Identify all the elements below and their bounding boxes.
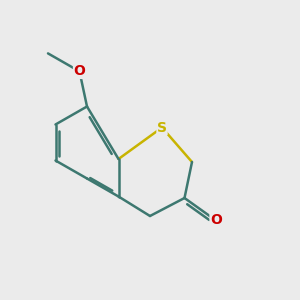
Text: O: O [74, 64, 86, 78]
Text: S: S [157, 121, 167, 134]
Text: O: O [210, 214, 222, 227]
